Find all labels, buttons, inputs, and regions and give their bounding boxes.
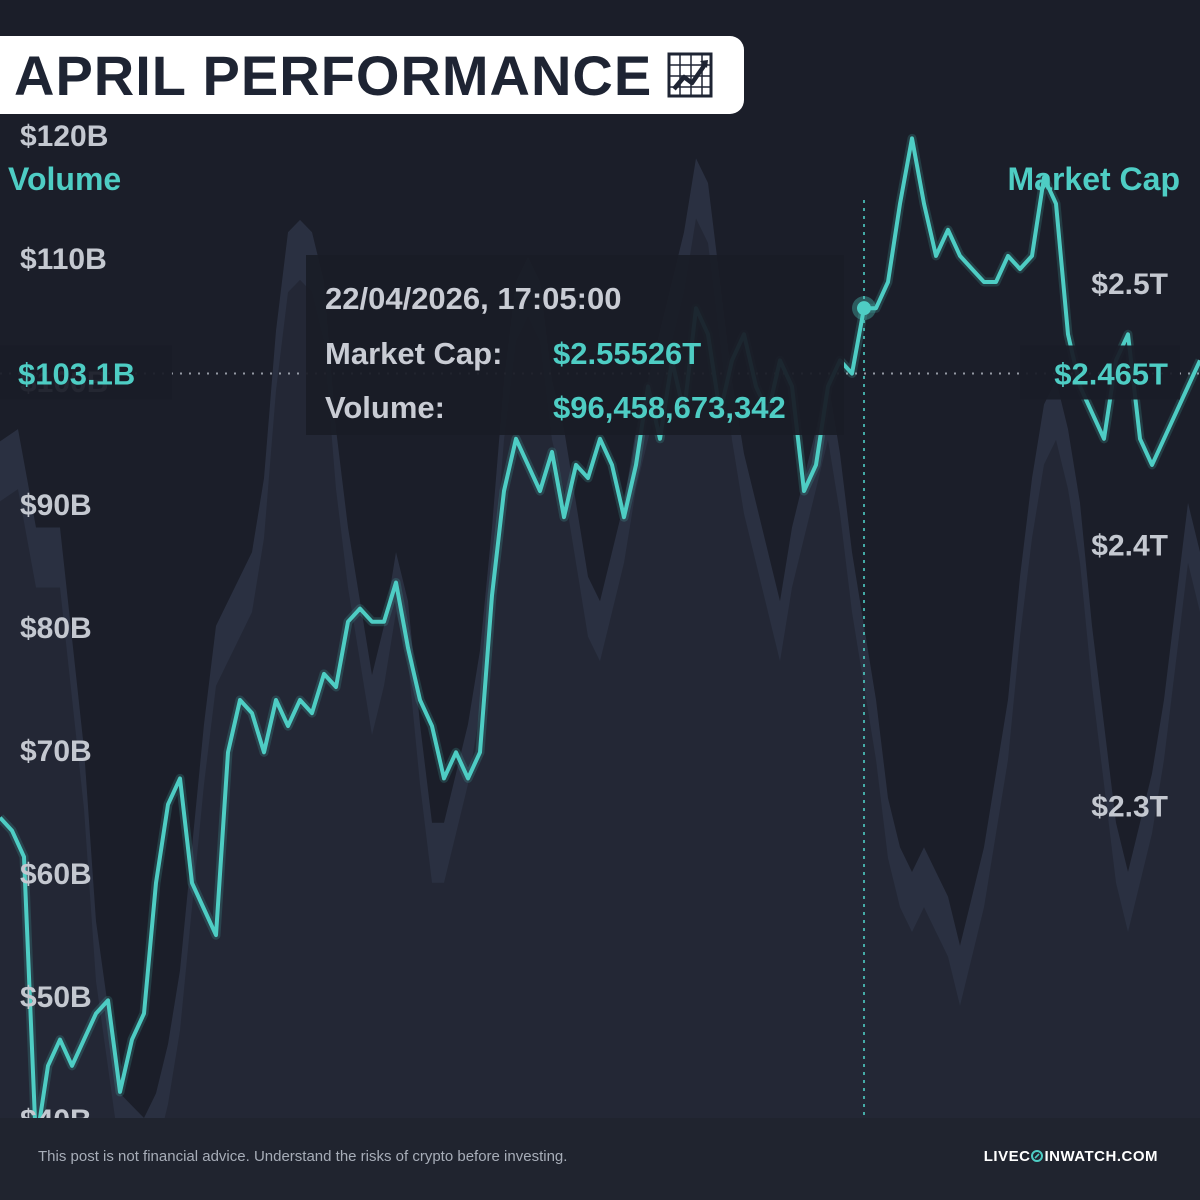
tooltip-datetime: 22/04/2026, 17:05:00 [325,281,621,316]
brand-suffix: INWATCH.COM [1044,1148,1158,1165]
market-cap-crosshair-bg [1020,345,1180,400]
volume-area-shade [0,218,1200,1118]
tooltip-market-cap-value: $2.55526T [553,336,701,371]
footer: This post is not financial advice. Under… [0,1118,1200,1200]
right-tick-label: $2.4T [1091,529,1168,562]
market-cap-layer [0,133,1200,1118]
coin-icon [1031,1150,1044,1162]
right-tick-label: $2.5T [1091,268,1168,301]
tooltip-volume-value: $96,458,673,342 [553,390,786,425]
market-cap-line [0,136,1200,1118]
left-tick-label: $60B [20,858,92,891]
left-tick-label: $80B [20,612,92,645]
volume-layer [0,158,1200,1118]
brand-logo[interactable]: LIVEC INWATCH.COM [984,1148,1158,1165]
left-tick-label: $70B [20,735,92,768]
left-tick-label: $120B [20,120,108,153]
right-axis-title: Market Cap [1008,161,1181,197]
tooltip-box [306,255,844,435]
tooltip: 22/04/2026, 17:05:00 Market Cap: $2.55526T… [306,255,844,435]
right-tick-label: $2.3T [1091,791,1168,824]
line-chart-icon [667,52,713,98]
page-title: APRIL PERFORMANCE [14,43,653,107]
left-tick-label: $40B [20,1104,92,1118]
crosshair-labels: $103.1B $2.465T [0,345,1180,400]
left-tick-label: $50B [20,981,92,1014]
market-cap-crosshair-label: $2.465T [1054,356,1168,391]
chart-area[interactable]: Volume Market Cap $40B $50B $60B $70B $80B $90B… [0,0,1200,1118]
left-tick-label: $110B [20,243,107,276]
cursor-point [857,301,871,316]
volume-crosshair-label: $103.1B [18,356,135,391]
crosshair-layer [0,200,1200,1118]
brand-prefix: LIVEC [983,1148,1031,1165]
title-banner: APRIL PERFORMANCE [0,36,744,114]
tooltip-market-cap-label: Market Cap: [325,336,502,371]
performance-chart[interactable]: Volume Market Cap $40B $50B $60B $70B $80B $90B… [0,0,1200,1118]
left-axis-title: Volume [8,161,121,197]
axis-layer: Volume Market Cap $40B $50B $60B $70B $80B $90B… [8,120,1180,1118]
left-tick-label: $90B [20,489,92,522]
disclaimer: This post is not financial advice. Under… [38,1148,568,1165]
volume-crosshair-bg [0,345,172,400]
tooltip-volume-label: Volume: [325,390,445,425]
